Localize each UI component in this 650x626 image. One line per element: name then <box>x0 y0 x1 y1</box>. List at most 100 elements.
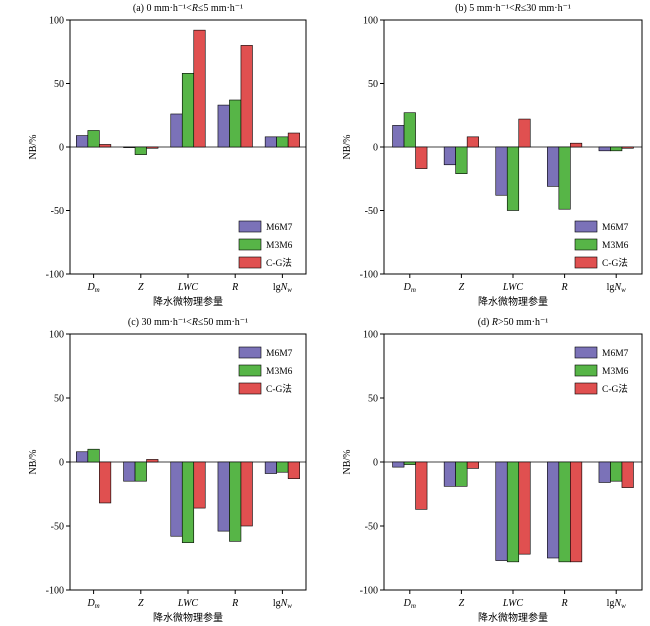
chart-title: (a) 0 mm·h⁻¹<R≤5 mm·h⁻¹ <box>133 3 243 14</box>
chart-panel-1: (a) 0 mm·h⁻¹<R≤5 mm·h⁻¹ -100 -50 0 50 100 NB/%… <box>28 3 307 308</box>
bar-M3M6-R <box>558 461 571 563</box>
bar-M6M7-lgNw <box>598 461 611 483</box>
y-tick-label: 100 <box>363 330 378 341</box>
bar-M3M6-Dm <box>403 112 416 148</box>
bar-C-G法-lgNw <box>621 461 634 488</box>
bar-M3M6-lgNw <box>276 136 289 148</box>
x-tick-label-LWC: LWC <box>177 598 199 609</box>
x-tick-label-Z: Z <box>138 282 144 293</box>
legend-label-C-G法: C-G法 <box>266 383 292 395</box>
legend-label-M3M6: M3M6 <box>602 367 629 377</box>
y-tick-label: 0 <box>373 143 378 154</box>
bar-M3M6-R <box>229 99 242 148</box>
chart-title: (c) 30 mm·h⁻¹<R≤50 mm·h⁻¹ <box>128 317 248 328</box>
bar-M3M6-lgNw <box>610 461 623 482</box>
legend-label-M3M6: M3M6 <box>266 241 293 251</box>
x-axis-label: 降水微物理参量 <box>153 295 223 308</box>
bar-M3M6-R <box>229 461 242 542</box>
y-tick-label: 50 <box>368 79 378 90</box>
y-tick-label: -50 <box>365 206 378 217</box>
bar-C-G法-Dm <box>415 461 428 510</box>
bar-M3M6-LWC <box>181 73 195 148</box>
bar-C-G法-LWC <box>193 29 206 148</box>
x-tick-label-lgNw: lgNw <box>273 282 292 294</box>
legend-swatch-M6M7 <box>238 220 262 233</box>
bar-C-G法-R <box>570 142 583 148</box>
bar-M6M7-R <box>217 461 230 532</box>
bar-M6M7-Z <box>123 146 136 148</box>
x-tick-label-Z: Z <box>138 598 144 609</box>
bar-M6M7-Z <box>123 461 136 482</box>
bar-M6M7-Z <box>443 146 456 166</box>
x-tick-label-Z: Z <box>459 282 465 293</box>
bar-C-G法-Dm <box>99 144 112 148</box>
bar-M3M6-Dm <box>87 130 100 148</box>
x-tick-label-R: R <box>561 282 568 293</box>
legend-swatch-M6M7 <box>574 346 598 359</box>
y-tick-label: 0 <box>59 458 64 469</box>
bar-M6M7-R <box>547 461 560 559</box>
x-tick-label-Dm: Dm <box>403 282 416 294</box>
bar-C-G法-R <box>570 461 583 563</box>
bar-M6M7-R <box>547 146 560 187</box>
legend: M6M7 M3M6 C-G法 <box>238 346 293 395</box>
legend-label-M6M7: M6M7 <box>266 223 293 233</box>
y-axis-label: NB/% <box>28 450 39 475</box>
legend-swatch-C-G法 <box>238 256 262 269</box>
bar-M6M7-Dm <box>76 451 89 463</box>
bar-M6M7-lgNw <box>264 461 277 474</box>
bar-M6M7-LWC <box>170 113 183 148</box>
bar-M6M7-Dm <box>392 125 405 148</box>
chart-panel-3: (c) 30 mm·h⁻¹<R≤50 mm·h⁻¹ -100 -50 0 50 100 NB… <box>28 317 307 624</box>
x-tick-label-LWC: LWC <box>502 598 524 609</box>
bar-M6M7-LWC <box>170 461 183 537</box>
legend-label-C-G法: C-G法 <box>602 383 628 395</box>
bar-M3M6-Z <box>134 461 147 482</box>
y-tick-label: 50 <box>54 394 64 405</box>
legend-swatch-M6M7 <box>574 220 598 233</box>
bar-C-G法-LWC <box>518 118 531 148</box>
legend-label-M6M7: M6M7 <box>602 349 629 359</box>
bar-M6M7-lgNw <box>264 136 277 148</box>
x-axis-label: 降水微物理参量 <box>478 295 548 308</box>
x-tick-label-Dm: Dm <box>86 598 99 610</box>
bar-C-G法-LWC <box>193 461 206 509</box>
legend: M6M7 M3M6 C-G法 <box>574 346 629 395</box>
legend: M6M7 M3M6 C-G法 <box>574 220 629 269</box>
x-tick-label-Dm: Dm <box>403 598 416 610</box>
legend-label-M3M6: M3M6 <box>266 367 293 377</box>
y-tick-label: 100 <box>49 330 64 341</box>
x-tick-label-LWC: LWC <box>502 282 524 293</box>
x-tick-label-R: R <box>561 598 568 609</box>
x-tick-label-R: R <box>231 598 238 609</box>
legend-label-M6M7: M6M7 <box>602 223 629 233</box>
bar-M6M7-Dm <box>76 135 89 148</box>
x-tick-label-Z: Z <box>459 598 465 609</box>
legend-label-M6M7: M6M7 <box>266 349 293 359</box>
chart-title: (b) 5 mm·h⁻¹<R≤30 mm·h⁻¹ <box>455 3 571 14</box>
y-tick-label: -50 <box>51 206 64 217</box>
x-tick-label-Dm: Dm <box>86 282 99 294</box>
bar-M3M6-Z <box>455 146 468 174</box>
bar-M3M6-Dm <box>87 448 100 463</box>
y-tick-label: -100 <box>360 586 378 597</box>
legend: M6M7 M3M6 C-G法 <box>238 220 293 269</box>
legend-swatch-M3M6 <box>574 238 598 251</box>
y-tick-label: 0 <box>59 143 64 154</box>
bar-M3M6-lgNw <box>610 146 623 152</box>
y-tick-label: 50 <box>54 79 64 90</box>
bar-C-G法-Z <box>146 146 159 149</box>
chart-panel-2: (b) 5 mm·h⁻¹<R≤30 mm·h⁻¹ -100 -50 0 50 100 NB/… <box>342 3 643 308</box>
bar-M6M7-Dm <box>392 461 405 468</box>
legend-swatch-M3M6 <box>238 364 262 377</box>
x-tick-label-lgNw: lgNw <box>607 282 626 294</box>
bar-M3M6-LWC <box>506 146 520 211</box>
bar-C-G法-lgNw <box>287 132 300 148</box>
x-tick-label-lgNw: lgNw <box>607 598 626 610</box>
bar-C-G法-Z <box>466 136 479 148</box>
bar-C-G法-Dm <box>99 461 112 504</box>
legend-swatch-C-G法 <box>238 382 262 395</box>
y-tick-label: 50 <box>368 394 378 405</box>
